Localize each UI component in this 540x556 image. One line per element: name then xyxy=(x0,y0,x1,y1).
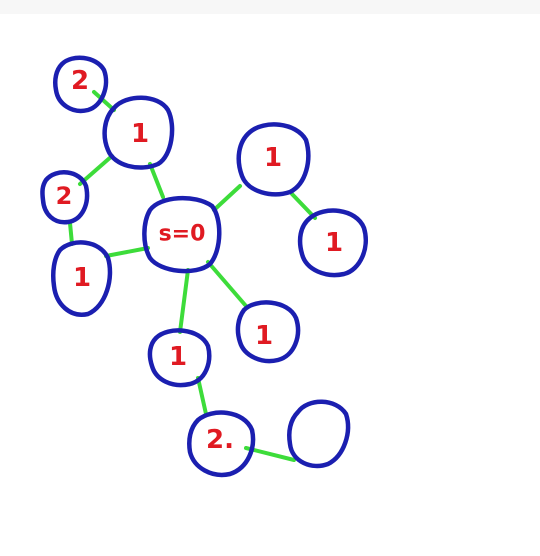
node-top-left-upper-outline xyxy=(102,95,175,170)
node-top-left-upper-label: 1 xyxy=(131,119,149,149)
edge-bottom-to-bottom-right xyxy=(244,446,296,462)
edge-source-to-left-lower xyxy=(104,246,150,258)
node-center-lower-outline xyxy=(147,328,212,388)
nodes: s=0 1 2 2 1 1 xyxy=(40,55,368,478)
node-bottom-label: 2. xyxy=(206,425,234,455)
edge-source-to-center-lower xyxy=(178,268,190,334)
node-source-outline xyxy=(142,195,222,274)
node-left-middle: 2 xyxy=(40,170,90,225)
edges xyxy=(68,90,317,462)
edge-source-to-right-lower xyxy=(206,260,248,308)
node-right-lower-label: 1 xyxy=(255,321,273,351)
node-left-lower-label: 1 xyxy=(73,263,91,293)
edge-center-lower-to-bottom xyxy=(196,376,208,416)
edge-top-left-upper-to-left-middle xyxy=(78,154,114,186)
node-right-lower: 1 xyxy=(235,300,301,364)
edge-top-left-upper-to-top-left-corner xyxy=(92,90,116,112)
node-top-left-corner: 2 xyxy=(53,55,109,114)
node-far-right-outline xyxy=(297,208,368,278)
node-upper-right-label: 1 xyxy=(264,143,282,173)
node-left-middle-label: 2 xyxy=(56,182,73,210)
edge-source-to-upper-right xyxy=(212,184,242,212)
edge-left-middle-to-left-lower xyxy=(68,221,74,246)
edge-source-to-top-left-upper xyxy=(148,162,165,199)
node-upper-right-outline xyxy=(236,122,311,197)
edge-upper-right-to-far-right xyxy=(290,192,317,220)
node-top-left-upper: 1 xyxy=(102,95,175,170)
node-upper-right: 1 xyxy=(236,122,311,197)
node-top-left-corner-label: 2 xyxy=(71,66,89,96)
top-strip xyxy=(0,0,540,14)
node-far-right: 1 xyxy=(297,208,368,278)
node-source: s=0 xyxy=(142,195,222,274)
node-bottom: 2. xyxy=(187,410,256,478)
node-source-label: s=0 xyxy=(159,222,206,247)
node-bottom-right xyxy=(287,399,351,469)
node-left-lower: 1 xyxy=(51,240,113,317)
node-left-lower-outline xyxy=(51,240,113,317)
node-center-lower: 1 xyxy=(147,328,212,388)
node-right-lower-outline xyxy=(235,300,301,364)
node-bottom-right-outline xyxy=(287,399,351,469)
node-far-right-label: 1 xyxy=(325,228,343,258)
node-center-lower-label: 1 xyxy=(169,342,187,372)
node-top-left-corner-outline xyxy=(53,55,109,114)
node-bottom-outline xyxy=(187,410,256,478)
node-left-middle-outline xyxy=(40,170,90,225)
